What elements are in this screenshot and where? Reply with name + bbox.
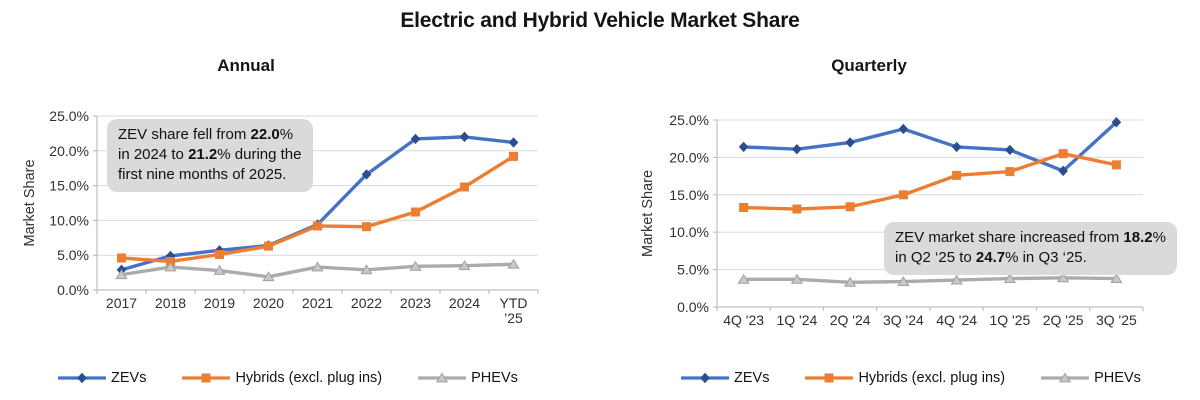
quarterly-chart-title: Quarterly	[831, 56, 907, 75]
svg-text:20.0%: 20.0%	[669, 149, 709, 165]
zev-legend-marker-icon	[58, 372, 106, 384]
legend-item-zevs: ZEVs	[681, 370, 769, 386]
svg-text:Market Share: Market Share	[22, 159, 38, 246]
annual-line-chart: 0.0% 5.0% 10.0% 15.0% 20.0% 25.0% 2017 2018 2019…	[22, 108, 539, 326]
svg-text:15.0%: 15.0%	[49, 178, 89, 194]
hybrid-legend-marker-icon	[805, 373, 854, 383]
svg-text:15.0%: 15.0%	[669, 187, 709, 203]
phev-legend-marker-icon	[418, 372, 467, 383]
svg-text:2Q '25: 2Q '25	[1043, 312, 1084, 328]
quarterly-annotation-callout: ZEV market share increased from 18.2% in …	[884, 222, 1177, 275]
legend-label: PHEVs	[1094, 370, 1141, 386]
svg-text:4Q '23: 4Q '23	[723, 312, 764, 328]
svg-text:0.0%: 0.0%	[677, 299, 709, 315]
legend-item-phevs: PHEVs	[1041, 370, 1141, 386]
page-title: Electric and Hybrid Vehicle Market Share	[400, 9, 800, 32]
quarterly-legend: ZEVs Hybrids (excl. plug ins) PHEVs	[681, 366, 1141, 390]
svg-text:1Q '24: 1Q '24	[776, 312, 817, 328]
legend-label: PHEVs	[471, 370, 518, 386]
legend-label: ZEVs	[111, 370, 147, 386]
svg-text:0.0%: 0.0%	[57, 282, 89, 298]
legend-label: Hybrids (excl. plug ins)	[235, 370, 383, 386]
svg-text:2017: 2017	[106, 295, 137, 311]
svg-text:5.0%: 5.0%	[677, 262, 709, 278]
legend-label: Hybrids (excl. plug ins)	[858, 370, 1006, 386]
svg-text:2023: 2023	[400, 295, 431, 311]
svg-text:10.0%: 10.0%	[669, 224, 709, 240]
svg-text:5.0%: 5.0%	[57, 247, 89, 263]
svg-text:3Q '25: 3Q '25	[1096, 312, 1137, 328]
svg-text:2022: 2022	[351, 295, 382, 311]
svg-text:10.0%: 10.0%	[49, 212, 89, 228]
svg-text:20.0%: 20.0%	[49, 143, 89, 159]
svg-text:3Q '24: 3Q '24	[883, 312, 924, 328]
legend-item-phevs: PHEVs	[418, 370, 518, 386]
legend-item-hybrids: Hybrids (excl. plug ins)	[805, 370, 1005, 386]
svg-text:2020: 2020	[253, 295, 284, 311]
quarterly-line-chart: 0.0% 5.0% 10.0% 15.0% 20.0% 25.0% 4Q '23 1Q '24…	[640, 112, 1144, 328]
svg-text:2024: 2024	[449, 295, 480, 311]
svg-text:2018: 2018	[155, 295, 186, 311]
svg-text:Market Share: Market Share	[640, 170, 656, 257]
svg-text:1Q '25: 1Q '25	[989, 312, 1030, 328]
svg-text:2021: 2021	[302, 295, 333, 311]
legend-item-zevs: ZEVs	[58, 370, 146, 386]
svg-text:YTD’25: YTD ’25	[500, 295, 528, 326]
annual-legend: ZEVs Hybrids (excl. plug ins) PHEVs	[58, 366, 518, 390]
legend-label: ZEVs	[734, 370, 770, 386]
phev-legend-marker-icon	[1041, 372, 1090, 383]
svg-text:4Q '24: 4Q '24	[936, 312, 977, 328]
svg-text:25.0%: 25.0%	[669, 112, 709, 128]
annual-chart-title: Annual	[217, 56, 275, 75]
svg-text:2019: 2019	[204, 295, 235, 311]
legend-item-hybrids: Hybrids (excl. plug ins)	[182, 370, 382, 386]
annual-annotation-callout: ZEV share fell from 22.0% in 2024 to 21.2…	[107, 119, 313, 192]
zev-legend-marker-icon	[681, 372, 729, 384]
svg-text:2Q '24: 2Q '24	[830, 312, 871, 328]
hybrid-legend-marker-icon	[182, 373, 231, 383]
svg-text:25.0%: 25.0%	[49, 108, 89, 124]
